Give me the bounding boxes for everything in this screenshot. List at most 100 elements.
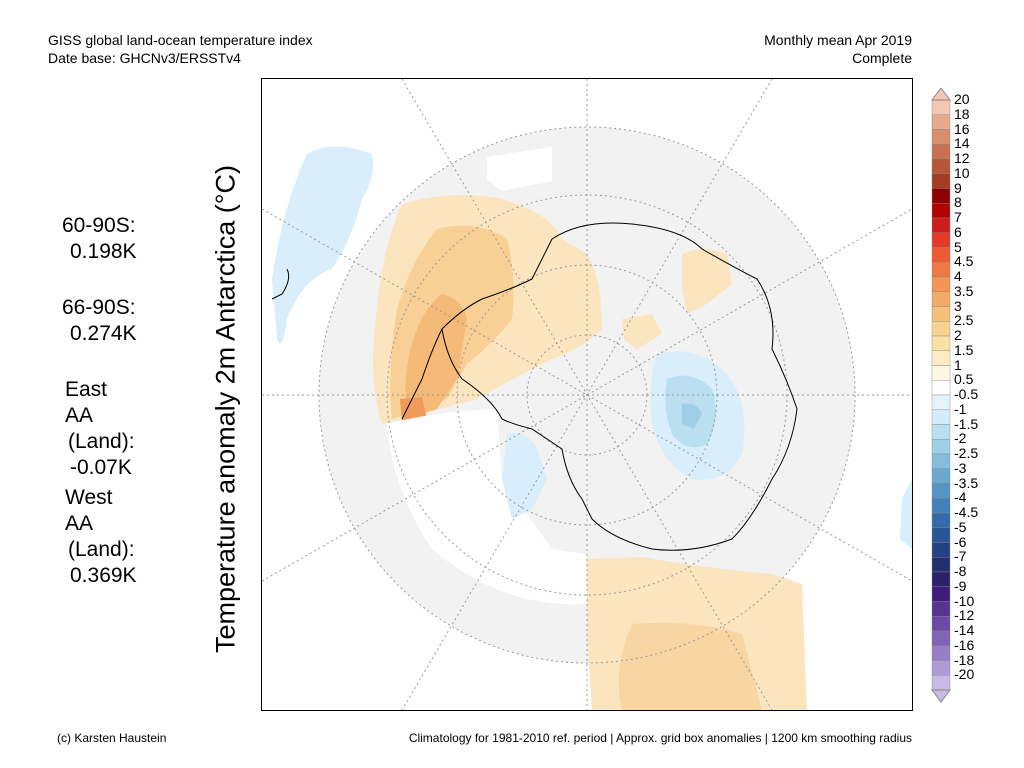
stat-sublabel: (Land): (68, 538, 135, 561)
colorbar-swatch (931, 217, 951, 233)
colorbar-tick-label: 4 (954, 268, 962, 284)
colorbar-swatch (931, 247, 951, 263)
colorbar-swatch (931, 291, 951, 307)
colorbar-bottom-arrow (931, 689, 951, 703)
colorbar-tick-label: 20 (954, 91, 970, 107)
colorbar-swatch (931, 439, 951, 455)
colorbar-tick-label: 6 (954, 223, 962, 240)
stat-sublabel: (Land): (68, 430, 135, 453)
colorbar-swatch (931, 675, 951, 691)
completeness-label: Complete (852, 50, 912, 66)
colorbar-swatch (931, 645, 951, 661)
warm-anomaly-east-small (622, 314, 662, 349)
dataset-title: GISS global land-ocean temperature index (48, 32, 313, 48)
colorbar-top-arrow (931, 88, 951, 101)
data-base-label: Date base: GHCNv3/ERSSTv4 (48, 50, 241, 66)
colorbar-tick-label: -0.5 (954, 386, 979, 402)
colorbar-tick-label: 0.5 (954, 371, 974, 388)
stat-value: 0.198K (70, 240, 137, 263)
colorbar-tick-label: -5 (954, 518, 967, 535)
colorbar-tick-label: -18 (954, 651, 975, 668)
stat-east-aa: East AA (Land): -0.07K (62, 377, 135, 481)
colorbar-tick-label: 12 (954, 150, 970, 166)
colorbar-tick-label: -12 (954, 607, 975, 624)
colorbar-swatch (931, 483, 951, 499)
stat-west-aa: West AA (Land): 0.369K (62, 485, 137, 589)
colorbar (931, 88, 951, 703)
colorbar-tick-label: 10 (954, 164, 970, 181)
colorbar-tick-label: 4.5 (954, 253, 974, 270)
colorbar-tick-label: 3 (954, 297, 962, 314)
stat-label: West AA (65, 486, 113, 535)
colorbar-swatch (931, 601, 951, 617)
colorbar-tick-label: -1 (954, 400, 967, 417)
blue-anomaly-pacific (272, 146, 374, 344)
stat-value: 0.274K (70, 322, 137, 345)
colorbar-swatch (931, 616, 951, 632)
colorbar-swatch (931, 409, 951, 425)
stat-66-90s: 66-90S: 0.274K (62, 295, 137, 347)
colorbar-tick-label: -3 (954, 459, 967, 476)
colorbar-tick-label: -16 (954, 636, 975, 653)
stat-value: 0.369K (70, 564, 137, 587)
warm-anomaly-east-coast (682, 249, 732, 314)
blue-anomaly-edge (900, 479, 912, 549)
colorbar-swatch (931, 660, 951, 676)
south-america-coastline (271, 268, 290, 300)
colorbar-tick-label: 1 (954, 356, 962, 373)
colorbar-tick-label: 7 (954, 209, 962, 225)
colorbar-swatch (931, 335, 951, 351)
colorbar-swatch (931, 468, 951, 484)
colorbar-swatch (931, 173, 951, 189)
colorbar-swatch (931, 512, 951, 528)
colorbar-tick-label: -10 (954, 592, 975, 609)
header-right: Monthly mean Apr 2019 Complete (764, 31, 912, 67)
colorbar-swatch (931, 99, 951, 115)
colorbar-swatch (931, 276, 951, 292)
colorbar-swatch (931, 453, 951, 469)
copyright: (c) Karsten Haustein (57, 731, 167, 745)
colorbar-tick-label: -20 (954, 666, 975, 683)
stat-value: -0.07K (70, 456, 132, 479)
colorbar-swatch (931, 232, 951, 248)
colorbar-tick-label: 5 (954, 238, 962, 255)
colorbar-swatch (931, 394, 951, 410)
colorbar-swatch (931, 571, 951, 587)
colorbar-swatch (931, 350, 951, 366)
colorbar-tick-label: 3.5 (954, 282, 974, 299)
colorbar-swatch (931, 424, 951, 440)
colorbar-tick-label: -4 (954, 489, 967, 506)
warm-anomaly-max (400, 397, 427, 421)
no-data-patch-top (487, 147, 552, 191)
colorbar-swatch (931, 321, 951, 337)
colorbar-swatch (931, 498, 951, 514)
stat-label: 60-90S: (62, 214, 136, 237)
colorbar-swatch (931, 365, 951, 381)
colorbar-swatch (931, 586, 951, 602)
stat-label: 66-90S: (62, 296, 136, 319)
warm-anomaly-southern-core (618, 622, 762, 710)
colorbar-tick-label: -2.5 (954, 445, 979, 461)
colorbar-tick-label: -8 (954, 563, 967, 579)
colorbar-tick-label: -3.5 (954, 474, 979, 491)
colorbar-swatch (931, 158, 951, 174)
colorbar-tick-label: -6 (954, 533, 967, 550)
colorbar-tick-label: 8 (954, 194, 962, 211)
colorbar-swatch (931, 114, 951, 130)
graticule (262, 79, 912, 710)
colorbar-swatch (931, 527, 951, 543)
colorbar-swatch (931, 306, 951, 322)
colorbar-swatch (931, 188, 951, 204)
colorbar-swatch (931, 203, 951, 219)
stat-label: East AA (65, 378, 108, 427)
header-left: GISS global land-ocean temperature index… (48, 31, 313, 67)
colorbar-tick-label: -7 (954, 548, 967, 565)
colorbar-swatch (931, 557, 951, 573)
period-label: Monthly mean Apr 2019 (764, 32, 912, 48)
colorbar-tick-label: -4.5 (954, 504, 979, 520)
warm-anomaly-peak (405, 294, 467, 419)
y-axis-label: Temperature anomaly 2m Antarctica (°C) (210, 165, 241, 653)
anomaly-map (261, 78, 913, 711)
colorbar-swatch (931, 630, 951, 646)
colorbar-swatch (931, 542, 951, 558)
